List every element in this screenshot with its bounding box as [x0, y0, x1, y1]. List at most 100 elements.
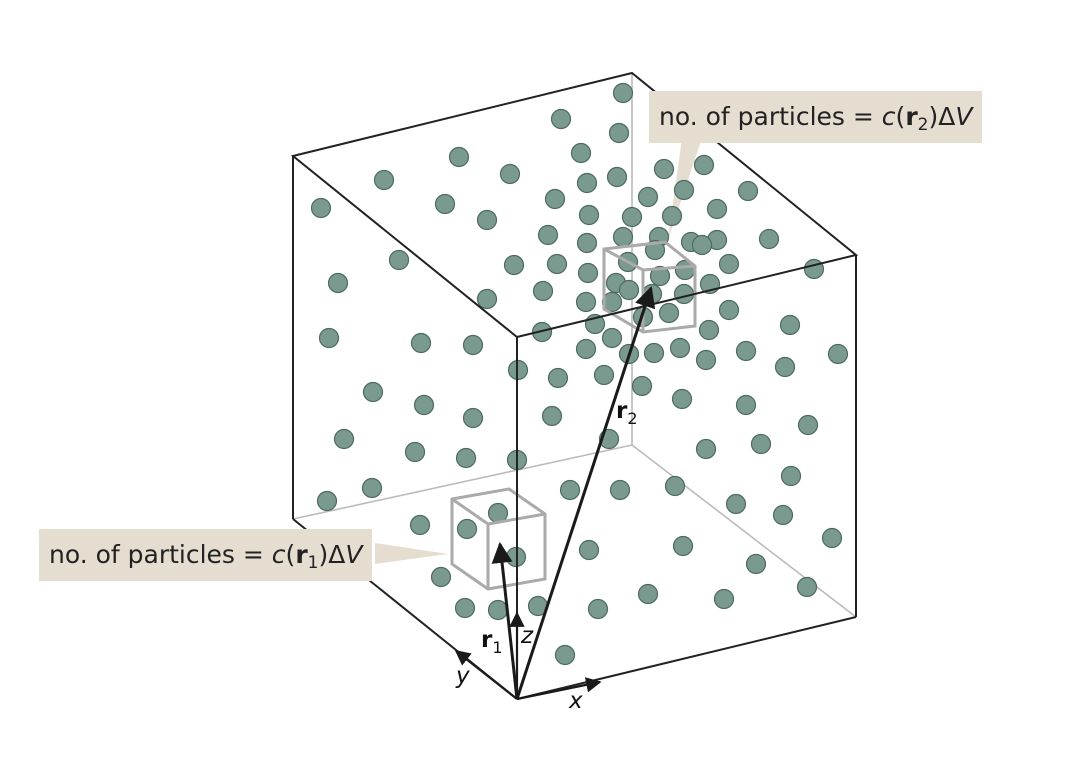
particle — [608, 122, 630, 144]
particle — [318, 327, 340, 349]
x-axis-label: x — [568, 688, 583, 714]
particle — [691, 234, 713, 256]
particle — [576, 172, 598, 194]
callout-r1-sub: 1 — [307, 553, 319, 573]
particle — [388, 249, 410, 271]
particle — [698, 319, 720, 341]
particle — [487, 599, 509, 621]
particle — [718, 299, 740, 321]
particle — [576, 232, 598, 254]
particle — [803, 258, 825, 280]
particle — [618, 279, 640, 301]
particle — [409, 514, 431, 536]
particle — [669, 337, 691, 359]
callout-r1-close: ) — [318, 540, 329, 569]
particle — [454, 597, 476, 619]
particle — [537, 224, 559, 246]
particle — [503, 254, 525, 276]
y-axis-label: y — [455, 663, 470, 689]
particle — [532, 280, 554, 302]
particle — [644, 239, 666, 261]
particle — [587, 598, 609, 620]
callout-particles-r1: no. of particles = c(r1)ΔV — [39, 529, 373, 581]
particle — [448, 146, 470, 168]
callout-r1-v: V — [345, 540, 363, 569]
particle — [593, 364, 615, 386]
particle — [713, 588, 735, 610]
particle — [621, 206, 643, 228]
particle — [772, 504, 794, 526]
callout-r1-open: ( — [285, 540, 296, 569]
callout-bottom-pointer — [375, 543, 448, 564]
particle — [578, 204, 600, 226]
callout-r2-v: V — [955, 102, 973, 131]
particle — [541, 405, 563, 427]
vector-r2-arrow — [515, 286, 656, 700]
particle — [821, 527, 843, 549]
particle — [601, 327, 623, 349]
particle — [653, 158, 675, 180]
particle — [476, 288, 498, 310]
particles — [310, 82, 849, 666]
particle — [827, 343, 849, 365]
callout-r2-delta: Δ — [938, 102, 956, 131]
particle — [695, 349, 717, 371]
vector-r1-label: r1 — [481, 627, 503, 657]
particle — [544, 188, 566, 210]
particle — [658, 302, 680, 324]
particle — [735, 340, 757, 362]
particle — [327, 272, 349, 294]
particle — [779, 314, 801, 336]
particle — [643, 342, 665, 364]
particle — [612, 226, 634, 248]
callout-r1-c: c — [271, 540, 286, 569]
callout-particles-r2: no. of particles = c(r2)ΔV — [649, 91, 983, 143]
particle — [718, 253, 740, 275]
particle — [609, 479, 631, 501]
particle — [554, 644, 576, 666]
particle — [649, 265, 671, 287]
particle — [430, 566, 452, 588]
particle — [499, 163, 521, 185]
particle — [706, 198, 728, 220]
particle — [612, 82, 634, 104]
callout-r2-sub: 2 — [917, 115, 929, 135]
particle — [673, 179, 695, 201]
particle — [310, 197, 332, 219]
z-axis-label: z — [520, 623, 534, 649]
particle — [631, 375, 653, 397]
callout-r1-delta: Δ — [328, 540, 346, 569]
particle — [745, 553, 767, 575]
particle — [547, 367, 569, 389]
particle — [559, 479, 581, 501]
x-axis — [516, 677, 602, 701]
particle — [413, 394, 435, 416]
particle — [672, 535, 694, 557]
vector-r2-label: r2 — [616, 398, 638, 428]
callout-r2-open: ( — [895, 102, 906, 131]
particle — [695, 438, 717, 460]
particle — [737, 180, 759, 202]
particle — [578, 539, 600, 561]
particle — [361, 477, 383, 499]
particle — [373, 169, 395, 191]
particle — [575, 338, 597, 360]
particle — [550, 108, 572, 130]
particle — [671, 388, 693, 410]
particle — [693, 154, 715, 176]
particle — [455, 447, 477, 469]
particle — [316, 490, 338, 512]
particle — [410, 332, 432, 354]
particle — [725, 493, 747, 515]
callout-r2-r: r — [905, 102, 918, 131]
vector-r1-arrow — [491, 541, 519, 700]
particle — [575, 291, 597, 313]
particle — [456, 518, 478, 540]
particle — [570, 142, 592, 164]
particle — [546, 253, 568, 275]
particle — [577, 262, 599, 284]
particle — [333, 428, 355, 450]
callout-r1-prefix: no. of particles = — [49, 540, 272, 569]
volume-element-r1 — [450, 487, 547, 591]
